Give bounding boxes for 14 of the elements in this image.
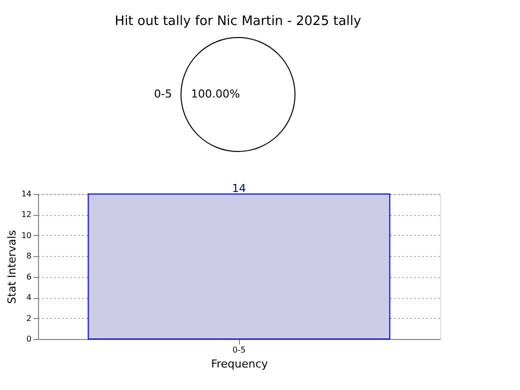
y-tick-label: 8 bbox=[26, 252, 32, 261]
x-axis-title: Frequency bbox=[211, 358, 268, 370]
y-tick-label: 12 bbox=[21, 210, 32, 220]
y-tick-label: 6 bbox=[26, 272, 32, 282]
y-tick-label: 4 bbox=[26, 293, 32, 302]
y-tick-label: 0 bbox=[26, 334, 32, 344]
slice-label: 0-5 bbox=[154, 88, 172, 100]
data-label: 14 bbox=[232, 182, 246, 195]
y-tick-label: 2 bbox=[26, 314, 32, 323]
y-axis-title: Stat Intervals bbox=[5, 230, 18, 304]
data-label: 100.00% bbox=[191, 88, 240, 100]
chart-title: Hit out tally for Nic Martin - 2025 tally bbox=[114, 14, 362, 29]
y-tick-label: 10 bbox=[21, 230, 32, 240]
y-tick-label: 14 bbox=[21, 190, 32, 198]
